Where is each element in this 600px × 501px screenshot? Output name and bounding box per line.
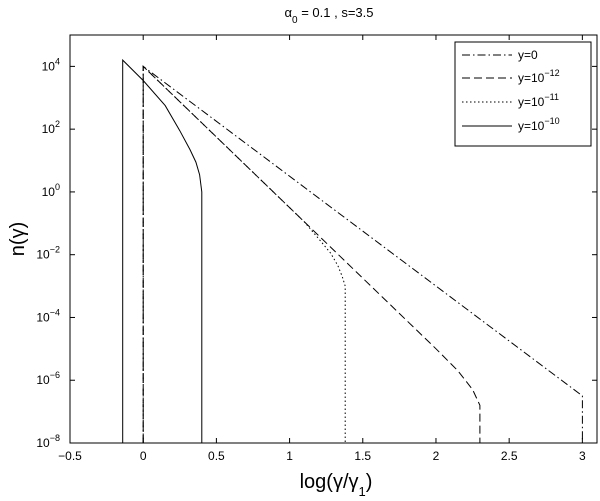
legend-label: y=10−11 — [518, 92, 559, 109]
y-tick-label: 104 — [42, 56, 60, 73]
series-line-solid — [122, 58, 203, 443]
legend: y=0 y=10−12 y=10−11 y=10−10 — [454, 41, 592, 147]
x-tick-label: 1.5 — [354, 449, 371, 463]
y-axis-label: n(γ) — [7, 222, 29, 256]
x-tick-label: −0.5 — [58, 449, 82, 463]
y-tick-label: 10−8 — [36, 433, 60, 450]
x-axis-label: log(γ/γ1) — [300, 471, 373, 499]
x-tick-label: 0.5 — [208, 449, 225, 463]
plot-frame — [69, 34, 598, 444]
legend-label: y=10−12 — [518, 68, 560, 85]
title-rest: = 0.1 , s=3.5 — [298, 5, 374, 20]
x-tick-label: 2.5 — [501, 449, 518, 463]
x-tick-layer: −0.5 0 0.5 1 1.5 2 2.5 3 — [58, 35, 586, 463]
legend-box — [454, 41, 592, 147]
y-tick-label: 10−6 — [36, 370, 60, 387]
legend-label: y=10−10 — [518, 116, 560, 133]
chart-title: α0 = 0.1 , s=3.5 — [285, 5, 374, 26]
x-tick-label: 1 — [286, 449, 293, 463]
x-tick-label: 0 — [140, 449, 147, 463]
y-tick-layer: 104 102 100 10−2 10−4 10−6 10−8 — [36, 56, 597, 450]
series-layer — [122, 58, 583, 443]
title-greek: α — [285, 5, 293, 20]
title-subscript: 0 — [292, 15, 298, 26]
x-axis-label-subscript: 1 — [359, 484, 366, 499]
y-tick-label: 100 — [42, 182, 60, 199]
x-axis-label-end: ) — [366, 471, 373, 493]
y-tick-label: 10−4 — [36, 307, 60, 324]
series-line-dotted — [142, 65, 346, 443]
y-tick-label: 10−2 — [36, 245, 60, 262]
y-tick-label: 102 — [42, 119, 60, 136]
legend-label: y=0 — [518, 48, 538, 62]
x-tick-label: 2 — [433, 449, 440, 463]
x-tick-label: 3 — [579, 449, 586, 463]
x-axis-label-main: log(γ/γ — [300, 471, 359, 493]
